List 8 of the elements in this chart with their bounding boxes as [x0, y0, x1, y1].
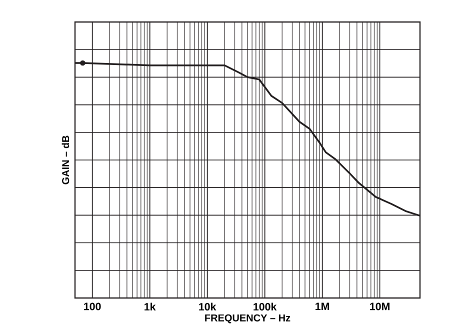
- x-tick-label: 10k: [199, 302, 216, 311]
- x-tick-label: 100k: [254, 302, 277, 311]
- x-tick-label: 10M: [370, 302, 390, 310]
- x-tick-label: 1M: [316, 302, 330, 310]
- x-tick-label: 1k: [144, 302, 156, 310]
- x-tick-label: 100: [84, 302, 101, 310]
- y-axis-title: GAIN – dB: [62, 136, 70, 184]
- x-axis-title: FREQUENCY – Hz: [205, 314, 290, 324]
